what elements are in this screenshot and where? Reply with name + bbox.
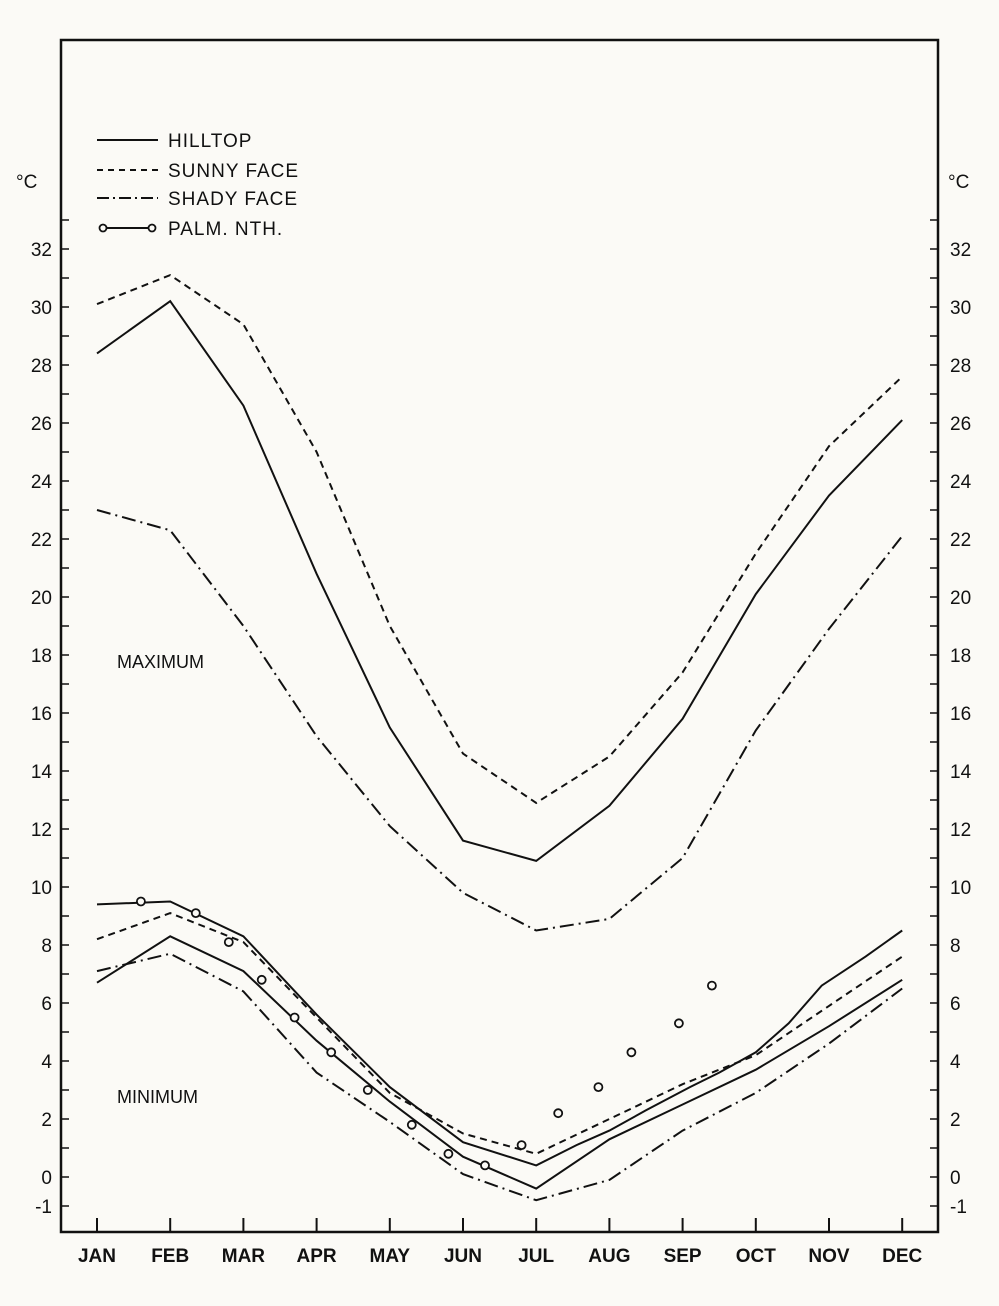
left-tick-label: 14 (31, 762, 53, 783)
palm-nth-marker (707, 980, 717, 991)
right-tick-label: 28 (950, 356, 971, 377)
right-tick-label: 4 (950, 1052, 961, 1073)
right-tick-label: -1 (950, 1197, 967, 1218)
month-label-feb: FEB (151, 1246, 189, 1267)
right-tick-label: 24 (950, 472, 972, 493)
legend-swatch-palm-nth-marker-right (147, 223, 157, 233)
palm-nth-marker (190, 908, 201, 918)
palm-nth-marker (289, 1012, 300, 1023)
month-label-apr: APR (297, 1246, 337, 1267)
palm-nth-marker (326, 1047, 337, 1058)
right-tick-label: 0 (950, 1168, 961, 1189)
series-layer (96, 273, 903, 1202)
legend: HILLTOP SUNNY FACE SHADY FACE PALM. NTH. (97, 131, 299, 240)
series-line-shady-face-minimum (96, 952, 903, 1202)
series-line-palm-nth-minimum (96, 900, 903, 1167)
right-tick-label: 14 (950, 762, 972, 783)
palm-nth-marker (593, 1082, 604, 1092)
left-tick-label: -1 (35, 1197, 52, 1218)
left-tick-label: 20 (31, 588, 52, 609)
left-tick-label: 30 (31, 298, 52, 319)
left-tick-label: 28 (31, 356, 52, 377)
month-label-aug: AUG (588, 1246, 630, 1267)
series-line-sunny-face-minimum (96, 912, 903, 1155)
left-tick-label: 0 (41, 1168, 52, 1189)
x-axis: JAN FEB MAR APR MAY JUN JUL AUG SEP OCT NOV DEC (78, 1218, 923, 1267)
palm-nth-marker (406, 1119, 417, 1130)
legend-label-hilltop: HILLTOP (168, 131, 252, 152)
month-label-mar: MAR (222, 1246, 266, 1267)
month-label-jun: JUN (444, 1246, 482, 1267)
left-tick-label: 26 (31, 414, 52, 435)
series-line-sunny-face-maximum (96, 273, 903, 805)
right-tick-label: 2 (950, 1110, 961, 1131)
right-tick-label: 6 (950, 994, 961, 1015)
right-tick-label: 26 (950, 414, 971, 435)
series-line-shady-face-maximum (96, 509, 903, 932)
left-unit-label: °C (16, 172, 37, 193)
palm-nth-marker (362, 1085, 373, 1095)
palm-nth-marker (626, 1047, 637, 1058)
palm-nth-marker (135, 896, 146, 907)
left-tick-label: 10 (31, 878, 52, 899)
legend-swatch-palm-nth-marker-left (98, 223, 108, 233)
palm-nth-marker (256, 974, 267, 985)
series-line-hilltop-maximum (96, 299, 903, 862)
right-tick-label: 22 (950, 530, 971, 551)
right-tick-label: 32 (950, 240, 971, 261)
right-tick-label: 20 (950, 588, 971, 609)
legend-label-sunny-face: SUNNY FACE (168, 161, 299, 182)
minimum-annotation: MINIMUM (117, 1087, 198, 1107)
right-tick-label: 8 (950, 936, 961, 957)
left-tick-label: 8 (41, 936, 52, 957)
month-label-nov: NOV (808, 1246, 850, 1267)
maximum-annotation: MAXIMUM (117, 652, 204, 672)
month-label-dec: DEC (882, 1246, 922, 1267)
left-tick-label: 16 (31, 704, 52, 725)
left-tick-label: 12 (31, 820, 52, 841)
month-label-jan: JAN (78, 1246, 116, 1267)
palm-nth-marker (674, 1018, 684, 1029)
palm-nth-marker (516, 1140, 527, 1150)
palm-nth-marker (480, 1160, 490, 1171)
month-label-jul: JUL (518, 1246, 554, 1267)
right-tick-label: 16 (950, 704, 971, 725)
left-tick-label: 32 (31, 240, 52, 261)
right-tick-label: 18 (950, 646, 971, 667)
month-label-may: MAY (370, 1246, 411, 1267)
left-tick-label: 6 (41, 994, 52, 1015)
month-label-sep: SEP (664, 1246, 702, 1267)
left-tick-label: 18 (31, 646, 52, 667)
palm-nth-marker (223, 937, 234, 947)
legend-label-shady-face: SHADY FACE (168, 189, 298, 210)
legend-label-palm-nth: PALM. NTH. (168, 219, 283, 240)
left-tick-label: 24 (31, 472, 53, 493)
palm-nth-marker (443, 1148, 454, 1159)
month-label-oct: OCT (736, 1246, 777, 1267)
right-unit-label: °C (948, 172, 969, 193)
right-tick-label: 12 (950, 820, 971, 841)
plot-frame (59, 38, 940, 1234)
palm-nth-marker (553, 1108, 564, 1119)
series-line-hilltop-minimum (96, 935, 903, 1190)
left-tick-label: 4 (41, 1052, 52, 1073)
right-tick-label: 10 (950, 878, 971, 899)
left-tick-label: 22 (31, 530, 52, 551)
right-tick-label: 30 (950, 298, 971, 319)
left-tick-label: 2 (41, 1110, 52, 1131)
